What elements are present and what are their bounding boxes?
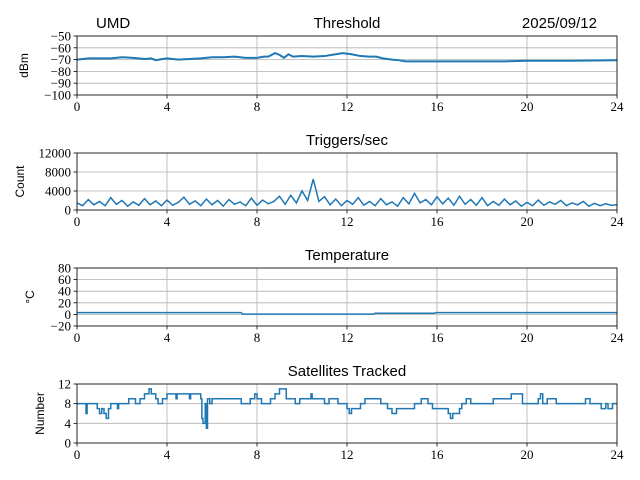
y-tick-label: 60 [58, 272, 71, 287]
x-tick-label: 12 [341, 330, 354, 345]
x-tick-label: 8 [254, 99, 261, 114]
y-tick-label: −100 [44, 88, 71, 103]
x-tick-label: 12 [341, 99, 354, 114]
x-tick-label: 4 [164, 99, 171, 114]
panel-4: Satellites Tracked Number 0 4 8 12 16 20 24 12 8 4 0 [33, 363, 624, 462]
y-tick-label: 0 [65, 436, 72, 451]
y-tick-label: 80 [58, 261, 71, 276]
y-tick-label: −50 [51, 29, 71, 44]
x-tick-label: 0 [74, 214, 81, 229]
x-tick-label: 8 [254, 214, 261, 229]
x-tick-label: 12 [341, 214, 354, 229]
x-tick-label: 4 [164, 330, 171, 345]
x-tick-label: 0 [74, 447, 81, 462]
x-tick-label: 16 [431, 330, 445, 345]
y-tick-label: 8000 [45, 165, 71, 180]
x-tick-label: 0 [74, 330, 81, 345]
x-tick-label: 20 [521, 330, 534, 345]
y-tick-label: −70 [51, 52, 71, 67]
x-tick-label: 8 [254, 447, 261, 462]
chart-title: Triggers/sec [306, 132, 388, 149]
x-tick-label: 12 [341, 447, 354, 462]
x-tick-label: 24 [611, 447, 625, 462]
x-tick-label: 16 [431, 214, 445, 229]
chart-title: Threshold [314, 15, 381, 32]
x-tick-label: 8 [254, 330, 261, 345]
date-label: 2025/09/12 [522, 15, 597, 32]
series-line [77, 178, 617, 208]
series-line [77, 388, 617, 429]
y-tick-label: −60 [51, 40, 71, 55]
axes-frame [76, 383, 618, 444]
axes-frame [76, 152, 618, 211]
axes-frame [76, 267, 618, 327]
y-tick-label: 8 [65, 396, 72, 411]
y-axis-label: °C [23, 290, 37, 304]
y-tick-label: 4000 [45, 184, 71, 199]
x-tick-label: 16 [431, 99, 445, 114]
y-tick-label: 20 [58, 295, 71, 310]
y-tick-label: 12000 [39, 146, 72, 161]
axes-frame [76, 35, 618, 96]
y-tick-label: 40 [58, 284, 71, 299]
y-tick-label: −20 [51, 319, 71, 334]
y-axis-label: Count [13, 165, 27, 198]
x-tick-label: 4 [164, 447, 171, 462]
series-line [77, 52, 617, 63]
chart-title: Satellites Tracked [288, 363, 406, 380]
x-tick-label: 20 [521, 99, 534, 114]
y-tick-label: −90 [51, 76, 71, 91]
panel-1: Threshold dBm 0 4 8 12 16 20 24 −50−60−70−80−90−1… [17, 15, 624, 114]
x-tick-label: 4 [164, 214, 171, 229]
x-tick-label: 20 [521, 447, 534, 462]
y-tick-label: 0 [65, 307, 72, 322]
x-tick-label: 24 [611, 330, 625, 345]
chart-title: Temperature [305, 247, 389, 264]
y-tick-label: −80 [51, 64, 71, 79]
x-tick-label: 20 [521, 214, 534, 229]
y-tick-label: 4 [65, 416, 72, 431]
x-tick-label: 24 [611, 214, 625, 229]
series-line [77, 311, 617, 315]
site-label: UMD [96, 15, 130, 32]
y-tick-label: 12 [58, 377, 71, 392]
x-tick-label: 0 [74, 99, 81, 114]
x-tick-label: 16 [431, 447, 445, 462]
panel-2: Triggers/sec Count 0 4 8 12 16 20 24 12000 8000 400… [13, 132, 624, 229]
y-axis-label: Number [33, 392, 47, 435]
x-tick-label: 24 [611, 99, 625, 114]
y-tick-label: 0 [65, 203, 72, 218]
y-axis-label: dBm [17, 53, 31, 78]
